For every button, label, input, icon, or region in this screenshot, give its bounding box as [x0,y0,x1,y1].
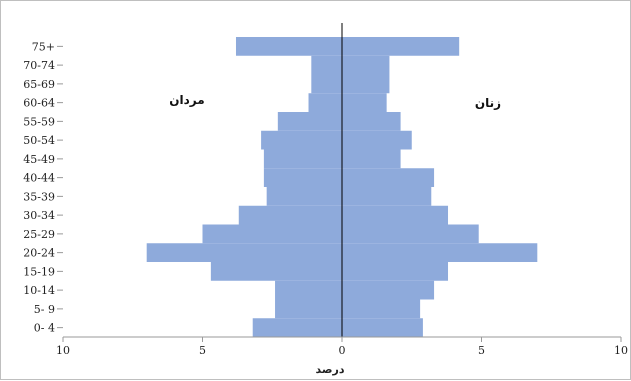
bar-women-30-34 [342,205,449,225]
bar-women-45-49 [342,149,401,169]
bars-layer [146,37,538,337]
bar-women-40-44 [342,168,435,187]
y-tick-label: 15-19 [23,265,55,278]
bar-men-60-64 [308,93,342,112]
x-tick-label: 5 [199,344,206,357]
bar-men-55-59 [277,112,342,131]
y-tick-label: 20-24 [23,247,55,260]
y-tick-label: 5- 9 [34,303,55,316]
bar-men-75plus [235,37,342,56]
bar-men-5-9 [275,299,342,319]
y-tick-label: 75+ [32,40,55,53]
bar-men-25-29 [202,224,342,244]
y-tick-label: 55-59 [23,115,55,128]
y-tick-label: 10-14 [23,284,55,297]
y-tick-label: 0- 4 [34,322,55,335]
x-tick-label: 10 [56,344,70,357]
y-tick-label: 60-64 [23,97,55,110]
bar-men-45-49 [263,149,342,169]
axes-layer [57,23,622,342]
x-tick-label: 0 [339,344,346,357]
bar-women-70-74 [342,55,390,75]
x-tick-label: 5 [478,344,485,357]
y-tick-label: 45-49 [23,153,55,166]
bar-women-0-4 [342,318,423,337]
series-label-women: زنان [475,96,501,110]
bar-women-35-39 [342,187,432,206]
bar-men-0-4 [252,318,342,337]
bar-men-10-14 [275,280,342,300]
y-tick-label: 30-34 [23,209,55,222]
y-tick-labels: 0- 4 5- 9 10-14 15-19 20-24 25-29 30-34 35-39 40… [23,40,55,334]
bar-women-50-54 [342,130,412,150]
x-tick-labels: 10 5 0 5 10 [56,344,628,357]
bar-women-15-19 [342,262,449,281]
bar-men-30-34 [238,205,342,225]
x-axis-title: درصد [316,363,345,376]
bar-women-25-29 [342,224,479,244]
bar-men-15-19 [210,262,342,281]
y-tick-label: 65-69 [23,78,55,91]
y-tick-label: 25-29 [23,228,55,241]
bar-women-75plus [342,37,460,56]
bar-women-10-14 [342,280,435,300]
bar-men-65-69 [311,74,342,94]
bar-men-20-24 [146,243,342,262]
y-tick-label: 35-39 [23,190,55,203]
bar-women-5-9 [342,299,421,319]
bar-men-50-54 [261,130,342,150]
x-tick-label: 10 [614,344,628,357]
y-tick-label: 70-74 [23,59,55,72]
y-tick-label: 50-54 [23,134,55,147]
bar-men-40-44 [263,168,342,187]
bar-women-55-59 [342,112,401,131]
bar-men-35-39 [266,187,342,206]
y-tick-label: 40-44 [23,172,55,185]
series-label-men: مردان [169,93,204,107]
bar-women-65-69 [342,74,390,94]
bar-women-20-24 [342,243,538,262]
bar-women-60-64 [342,93,387,112]
bar-men-70-74 [311,55,342,75]
